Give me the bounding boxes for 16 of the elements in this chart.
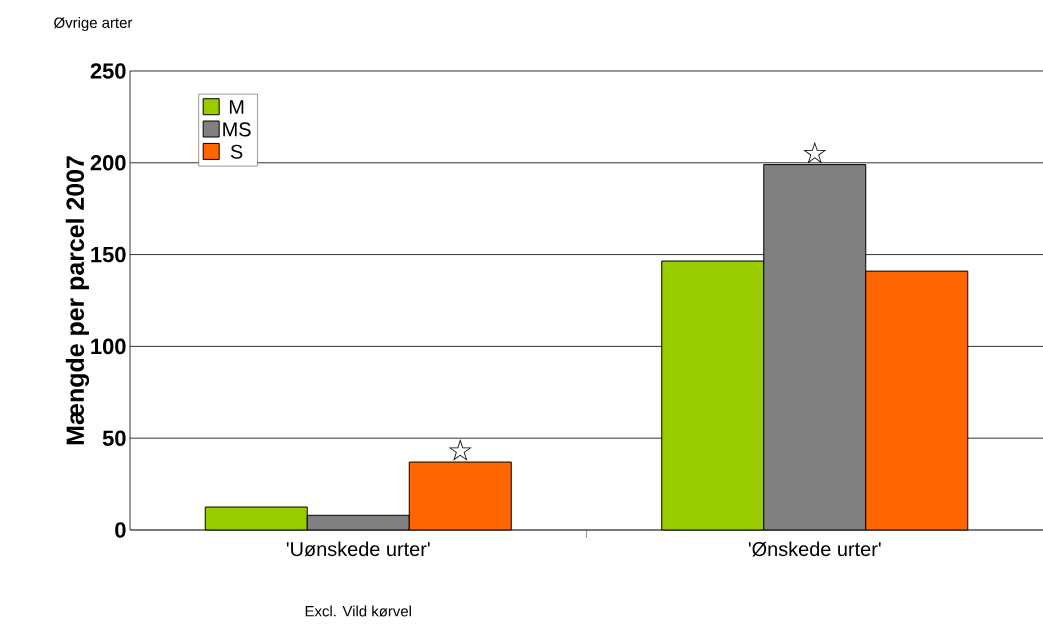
legend-label: S — [230, 144, 243, 159]
legend-label: M — [229, 100, 244, 114]
x-tick-label: 'Uønskede urter' — [286, 541, 430, 557]
annotation: ☆ — [448, 439, 472, 461]
annotation: ☆ — [803, 141, 827, 164]
y-tick-label: 100 — [91, 338, 126, 355]
y-tick-label: 200 — [90, 155, 126, 171]
y-tick-label: 150 — [91, 246, 126, 263]
y-tick-label: 0 — [115, 522, 126, 538]
y-tick-label: 250 — [90, 63, 126, 79]
chart-subtitle: Øvrige arter — [54, 17, 133, 31]
y-tick-label: 50 — [102, 430, 126, 446]
y-axis-title: Mængde per parcel 2007 — [65, 156, 90, 445]
legend-label: MS — [223, 122, 251, 137]
x-tick-label: 'Ønskede urter' — [748, 541, 881, 557]
text: Excl. Vild kørvel — [305, 605, 411, 617]
